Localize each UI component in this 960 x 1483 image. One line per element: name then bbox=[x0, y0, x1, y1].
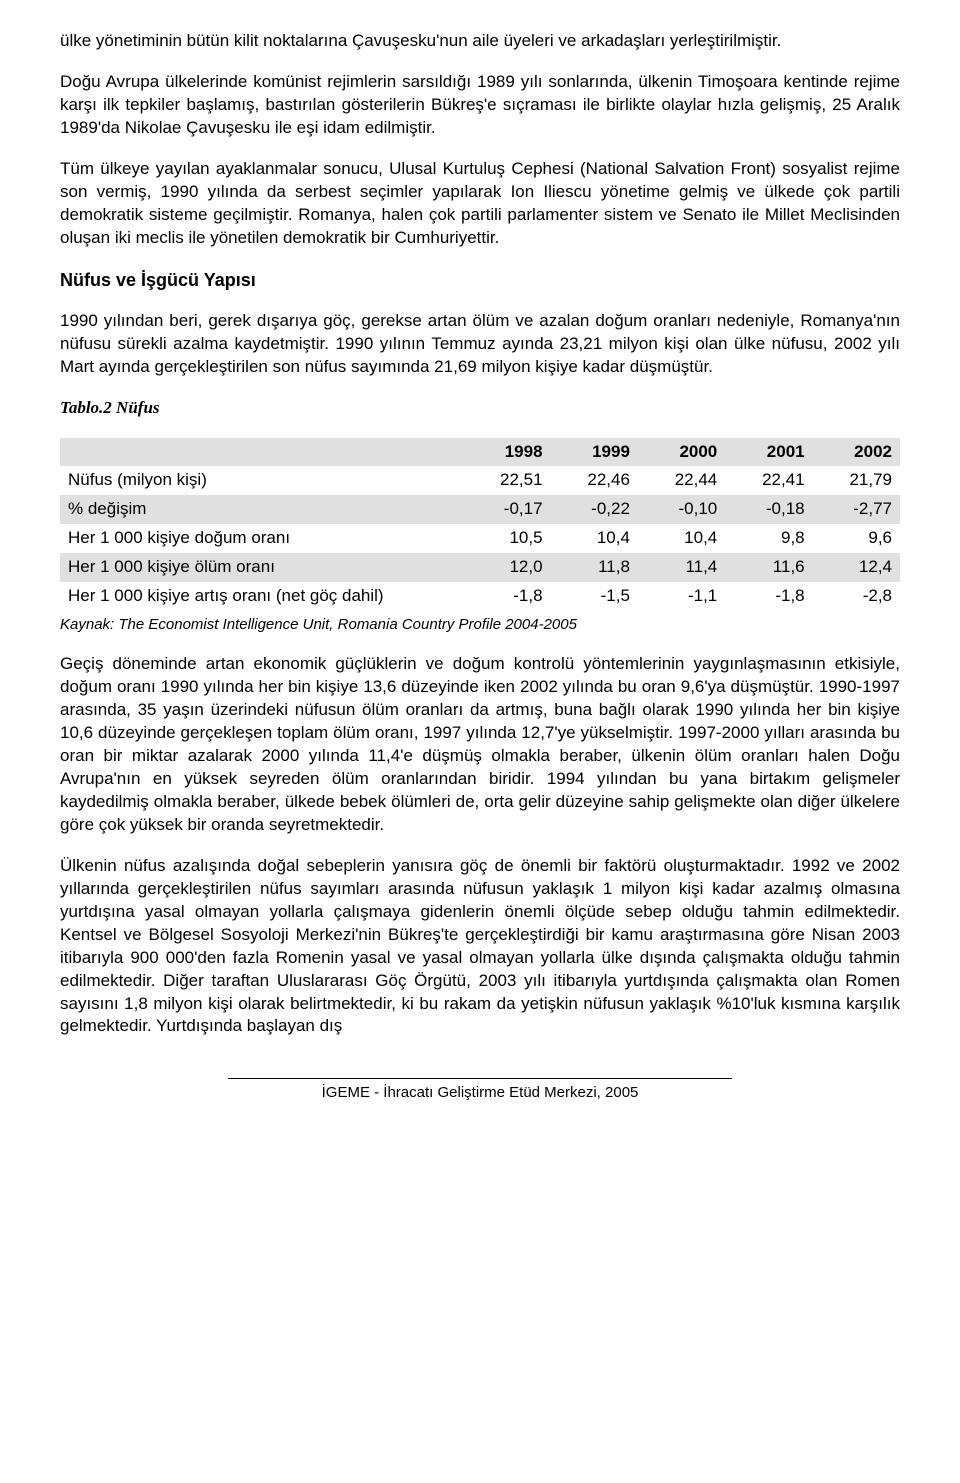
table-title: Tablo.2 Nüfus bbox=[60, 397, 900, 420]
table-cell: -0,17 bbox=[463, 495, 550, 524]
table-header-row: 1998 1999 2000 2001 2002 bbox=[60, 438, 900, 467]
table-cell: 9,6 bbox=[813, 524, 900, 553]
table-cell: 11,4 bbox=[638, 553, 725, 582]
paragraph: ülke yönetiminin bütün kilit noktalarına… bbox=[60, 30, 900, 53]
table-cell: 9,8 bbox=[725, 524, 812, 553]
table-cell: 10,4 bbox=[551, 524, 638, 553]
table-row: % değişim -0,17 -0,22 -0,10 -0,18 -2,77 bbox=[60, 495, 900, 524]
table-row: Her 1 000 kişiye artış oranı (net göç da… bbox=[60, 582, 900, 611]
table-cell: -2,8 bbox=[813, 582, 900, 611]
paragraph: Ülkenin nüfus azalışında doğal sebepleri… bbox=[60, 855, 900, 1039]
table-cell: -1,8 bbox=[725, 582, 812, 611]
table-cell: 22,46 bbox=[551, 466, 638, 495]
paragraph: Geçiş döneminde artan ekonomik güçlükler… bbox=[60, 653, 900, 837]
table-row-label: Her 1 000 kişiye ölüm oranı bbox=[60, 553, 463, 582]
table-header-year: 1998 bbox=[463, 438, 550, 467]
page-footer: İGEME - İhracatı Geliştirme Etüd Merkezi… bbox=[228, 1078, 732, 1103]
table-cell: 22,44 bbox=[638, 466, 725, 495]
table-source: Kaynak: The Economist Intelligence Unit,… bbox=[60, 615, 900, 635]
paragraph: Tüm ülkeye yayılan ayaklanmalar sonucu, … bbox=[60, 158, 900, 250]
table-cell: -0,22 bbox=[551, 495, 638, 524]
table-row-label: % değişim bbox=[60, 495, 463, 524]
table-cell: -2,77 bbox=[813, 495, 900, 524]
table-cell: 12,4 bbox=[813, 553, 900, 582]
table-cell: -0,18 bbox=[725, 495, 812, 524]
table-cell: 11,8 bbox=[551, 553, 638, 582]
table-cell: -1,8 bbox=[463, 582, 550, 611]
table-cell: -1,5 bbox=[551, 582, 638, 611]
section-heading: Nüfus ve İşgücü Yapısı bbox=[60, 268, 900, 292]
table-header-year: 1999 bbox=[551, 438, 638, 467]
table-cell: 10,4 bbox=[638, 524, 725, 553]
table-header-year: 2002 bbox=[813, 438, 900, 467]
table-cell: 12,0 bbox=[463, 553, 550, 582]
table-cell: -0,10 bbox=[638, 495, 725, 524]
population-table: 1998 1999 2000 2001 2002 Nüfus (milyon k… bbox=[60, 438, 900, 612]
table-header-empty bbox=[60, 438, 463, 467]
table-cell: 10,5 bbox=[463, 524, 550, 553]
table-cell: 22,51 bbox=[463, 466, 550, 495]
table-header-year: 2000 bbox=[638, 438, 725, 467]
table-row: Her 1 000 kişiye doğum oranı 10,5 10,4 1… bbox=[60, 524, 900, 553]
table-row-label: Nüfus (milyon kişi) bbox=[60, 466, 463, 495]
table-row-label: Her 1 000 kişiye artış oranı (net göç da… bbox=[60, 582, 463, 611]
paragraph: 1990 yılından beri, gerek dışarıya göç, … bbox=[60, 310, 900, 379]
table-cell: 11,6 bbox=[725, 553, 812, 582]
table-row-label: Her 1 000 kişiye doğum oranı bbox=[60, 524, 463, 553]
table-row: Nüfus (milyon kişi) 22,51 22,46 22,44 22… bbox=[60, 466, 900, 495]
table-header-year: 2001 bbox=[725, 438, 812, 467]
paragraph: Doğu Avrupa ülkelerinde komünist rejimle… bbox=[60, 71, 900, 140]
table-cell: 21,79 bbox=[813, 466, 900, 495]
table-cell: -1,1 bbox=[638, 582, 725, 611]
table-cell: 22,41 bbox=[725, 466, 812, 495]
table-row: Her 1 000 kişiye ölüm oranı 12,0 11,8 11… bbox=[60, 553, 900, 582]
